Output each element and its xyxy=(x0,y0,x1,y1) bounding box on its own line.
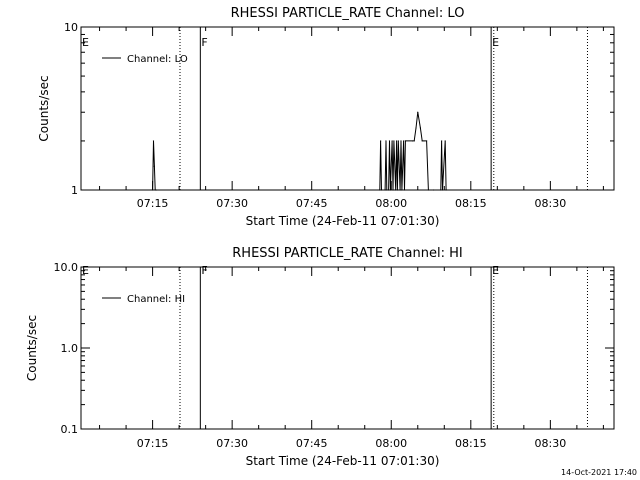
data-point xyxy=(400,140,402,142)
event-marker-label: F xyxy=(201,264,207,277)
data-point xyxy=(397,140,399,142)
data-point xyxy=(403,189,406,191)
x-axis-label: Start Time (24-Feb-11 07:01:30) xyxy=(246,454,440,468)
chart-panel-hi: RHESSI PARTICLE_RATE Channel: HI E F E 0.1 1.… xyxy=(25,246,615,468)
chart-title: RHESSI PARTICLE_RATE Channel: LO xyxy=(231,6,465,21)
chart-title: RHESSI PARTICLE_RATE Channel: HI xyxy=(232,246,462,261)
event-marker-label: E xyxy=(492,36,499,49)
event-marker-label: E xyxy=(82,36,89,49)
data-point xyxy=(404,140,406,142)
x-tick-label: 08:15 xyxy=(455,197,487,210)
y-axis-label: Counts/sec xyxy=(25,315,39,381)
x-tick-label: 08:00 xyxy=(375,437,407,450)
data-point xyxy=(379,189,381,191)
data-point xyxy=(388,189,390,191)
data-point xyxy=(433,189,435,191)
data-point xyxy=(427,189,429,191)
data-point xyxy=(440,189,442,191)
x-tick-label: 07:15 xyxy=(137,437,169,450)
y-tick-label: 1 xyxy=(71,184,78,197)
data-point xyxy=(388,140,391,142)
data-point xyxy=(386,189,388,191)
data-point xyxy=(385,140,387,142)
chart-panel-lo: RHESSI PARTICLE_RATE Channel: LO E F E 1 10 07… xyxy=(37,6,615,228)
event-marker-label: E xyxy=(82,264,89,277)
x-tick-label: 07:45 xyxy=(296,197,328,210)
y-axis-label: Counts/sec xyxy=(37,75,51,141)
data-point xyxy=(392,189,394,191)
data-point xyxy=(426,140,428,142)
data-point xyxy=(419,127,422,129)
data-point xyxy=(395,140,398,142)
data-point xyxy=(152,140,155,142)
footer-timestamp: 14-Oct-2021 17:40 xyxy=(561,468,637,477)
x-axis-label: Start Time (24-Feb-11 07:01:30) xyxy=(246,214,440,228)
x-tick-label: 07:30 xyxy=(216,197,248,210)
x-tick-label: 07:30 xyxy=(216,437,248,450)
y-tick-label: 1.0 xyxy=(61,342,79,355)
data-point xyxy=(155,189,157,191)
data-point xyxy=(396,189,399,191)
data-point xyxy=(421,140,423,142)
plot-frame xyxy=(80,266,615,430)
x-tick-label: 08:00 xyxy=(375,197,407,210)
data-point xyxy=(153,165,155,167)
data-point xyxy=(441,189,444,191)
x-tick-label: 07:45 xyxy=(296,437,328,450)
data-point xyxy=(389,189,391,191)
legend-entry: Channel: HI xyxy=(127,294,185,305)
y-tick-label: 0.1 xyxy=(61,423,79,436)
data-point xyxy=(380,189,383,191)
data-point xyxy=(391,140,393,142)
data-point xyxy=(384,189,386,191)
series-line xyxy=(152,112,447,191)
legend-entry: Channel: LO xyxy=(127,54,188,65)
data-point xyxy=(401,189,403,191)
x-tick-label: 08:30 xyxy=(535,437,567,450)
data-point xyxy=(441,140,443,142)
data-point xyxy=(395,189,397,191)
data-point xyxy=(399,189,401,191)
data-point xyxy=(403,140,405,142)
x-tick-label: 08:15 xyxy=(455,437,487,450)
y-tick-label: 10.0 xyxy=(54,261,79,274)
data-point xyxy=(411,140,414,142)
event-marker-label: E xyxy=(492,264,499,277)
y-tick-label: 10 xyxy=(64,21,78,34)
data-point xyxy=(444,140,446,142)
data-point xyxy=(393,140,395,142)
data-point xyxy=(154,189,156,191)
data-point xyxy=(445,189,447,191)
data-point xyxy=(380,140,382,142)
plot-frame xyxy=(80,26,615,191)
data-point xyxy=(151,189,154,191)
data-point xyxy=(423,140,425,142)
data-point xyxy=(417,111,419,113)
x-tick-label: 07:15 xyxy=(137,197,169,210)
x-tick-label: 08:30 xyxy=(535,197,567,210)
data-point xyxy=(415,127,417,129)
data-point xyxy=(413,140,415,142)
event-marker-label: F xyxy=(201,36,207,49)
